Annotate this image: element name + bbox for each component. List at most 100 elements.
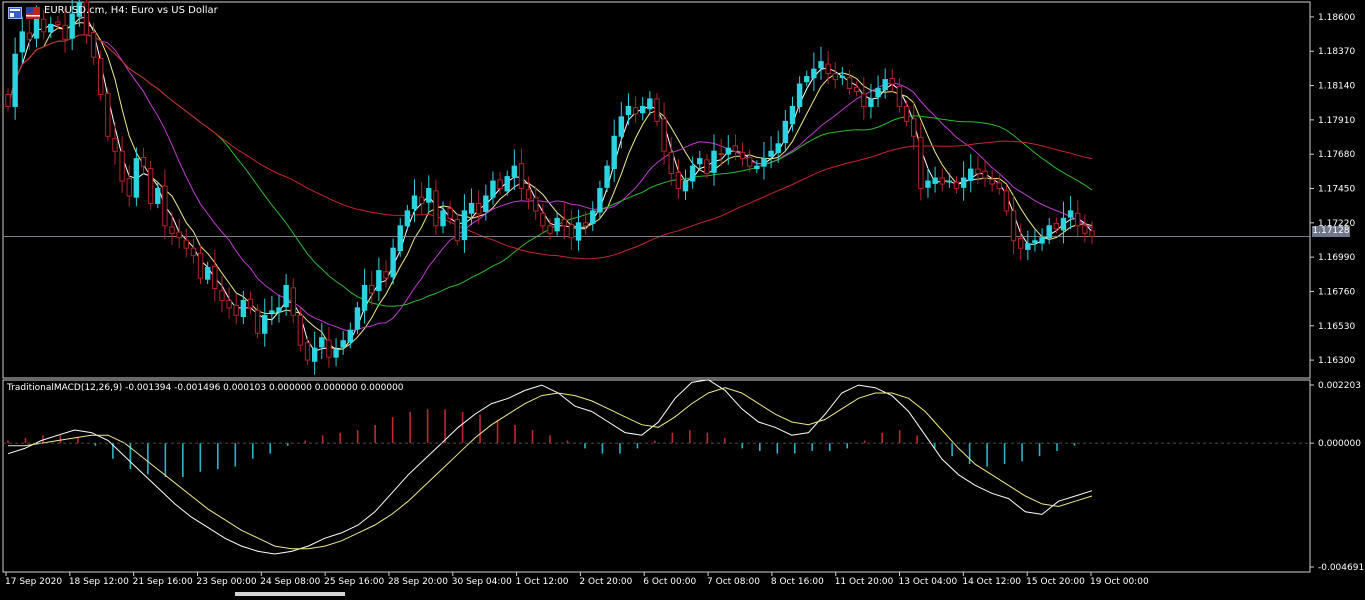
time-tick-label: 28 Sep 20:00 — [388, 577, 448, 587]
time-tick-label: 2 Oct 20:00 — [579, 577, 632, 587]
candle-bear — [233, 304, 239, 316]
candle-bear — [1082, 225, 1088, 234]
candle-bull — [1060, 217, 1067, 231]
time-tick-label: 18 Sep 12:00 — [69, 577, 129, 587]
chart-frames — [2, 1, 1311, 573]
candle-bear — [632, 107, 639, 115]
candle-bull — [725, 147, 732, 155]
candle-bear — [996, 182, 1003, 190]
candle-bear — [989, 178, 995, 185]
time-tick-label: 25 Sep 16:00 — [324, 577, 384, 587]
candle-bear — [533, 197, 539, 212]
macd-tick-label: 0.000000 — [1318, 439, 1361, 449]
candle-bear — [903, 105, 910, 122]
candle-bear — [290, 287, 296, 316]
candle-bear — [982, 170, 988, 179]
candle-bear — [97, 57, 104, 96]
candle-bull — [12, 53, 18, 107]
candle-bull — [754, 165, 760, 170]
candle-bull — [347, 329, 354, 343]
candle-bear — [853, 86, 860, 93]
macd-tick-label: 0.002203 — [1318, 381, 1361, 391]
time-tick-label: 17 Sep 2020 — [5, 577, 62, 587]
candle-bear — [226, 299, 232, 309]
candle-bear — [1075, 212, 1081, 227]
candle-bull — [590, 210, 596, 224]
candle-bull — [440, 210, 446, 227]
price-tick-label: 1.16530 — [1318, 322, 1355, 332]
candle-bull — [404, 210, 411, 227]
candle-bull — [575, 222, 582, 241]
candle-bull — [839, 76, 846, 79]
candle-bear — [1010, 210, 1017, 242]
macd-lines — [7, 379, 1093, 555]
candle-bear — [197, 252, 204, 279]
candle-bull — [204, 267, 211, 280]
candle-bull — [811, 68, 817, 79]
candle-bull — [511, 165, 518, 178]
candle-bear — [126, 178, 132, 197]
chart-header: EURUSD.cm, H4: Euro vs US Dollar — [8, 3, 218, 19]
candle-bear — [732, 145, 739, 152]
candle-bull — [262, 314, 268, 334]
candle-bull — [426, 188, 432, 203]
candle-bull — [618, 116, 625, 137]
candle-bear — [55, 21, 61, 25]
candle-bear — [861, 93, 867, 107]
candle-bull — [925, 180, 931, 188]
macd-pane-frame — [2, 379, 1311, 573]
candle-bear — [254, 309, 261, 334]
candle-bear — [540, 212, 546, 227]
candle-bull — [1039, 237, 1045, 244]
candle-bear — [739, 151, 746, 160]
time-tick-label: 19 Oct 00:00 — [1090, 577, 1149, 587]
candle-bear — [675, 171, 682, 190]
candle-bull — [968, 168, 974, 181]
chart-tab[interactable] — [235, 592, 345, 596]
time-tick-label: 21 Sep 16:00 — [133, 577, 193, 587]
candle-bull — [490, 180, 496, 198]
macd-indicator-label: TraditionalMACD(12,26,9) -0.001394 -0.00… — [7, 383, 404, 393]
candle-bear — [582, 222, 589, 227]
candle-bear — [668, 151, 674, 175]
candle-bull — [69, 13, 75, 39]
time-tick-label: 13 Oct 04:00 — [899, 577, 958, 587]
price-tick-label: 1.17220 — [1318, 219, 1355, 229]
candle-bull — [611, 135, 617, 170]
candle-bear — [832, 73, 838, 81]
candle-bull — [761, 158, 767, 167]
candle-bear — [176, 231, 182, 239]
candle-bull — [711, 150, 717, 173]
candle-bull — [48, 23, 54, 33]
candle-bull — [554, 217, 560, 232]
candle-bear — [1089, 230, 1095, 237]
candle-bull — [461, 210, 468, 241]
axes: 1.18600 1.18370 1.18140 1.17910 1.17680 1.174… — [3, 13, 1364, 587]
price-tick-label: 1.17910 — [1318, 116, 1355, 126]
candle-bear — [140, 156, 147, 167]
candle-bull — [1067, 210, 1074, 218]
candle-bull — [875, 88, 881, 98]
candle-bear — [454, 219, 461, 242]
candle-bear — [447, 208, 453, 219]
candle-bull — [682, 180, 689, 192]
price-tick-label: 1.18600 — [1318, 13, 1355, 23]
symbol-flag-icon — [26, 4, 40, 19]
candle-bull — [133, 158, 140, 198]
candle-bear — [568, 224, 575, 239]
candle-bull — [689, 165, 696, 182]
price-tick-label: 1.18370 — [1318, 47, 1355, 57]
candle-bear — [518, 163, 525, 190]
candle-bear — [896, 85, 903, 107]
candle-bear — [368, 284, 375, 294]
candle-bull — [240, 299, 247, 318]
candle-bear — [212, 265, 218, 289]
time-tick-label: 14 Oct 12:00 — [962, 577, 1021, 587]
candle-bear — [910, 118, 917, 137]
candle-bear — [5, 94, 11, 107]
macd-signal-line — [8, 387, 1093, 550]
price-tick-label: 1.17680 — [1318, 150, 1355, 160]
candle-bull — [697, 158, 703, 165]
